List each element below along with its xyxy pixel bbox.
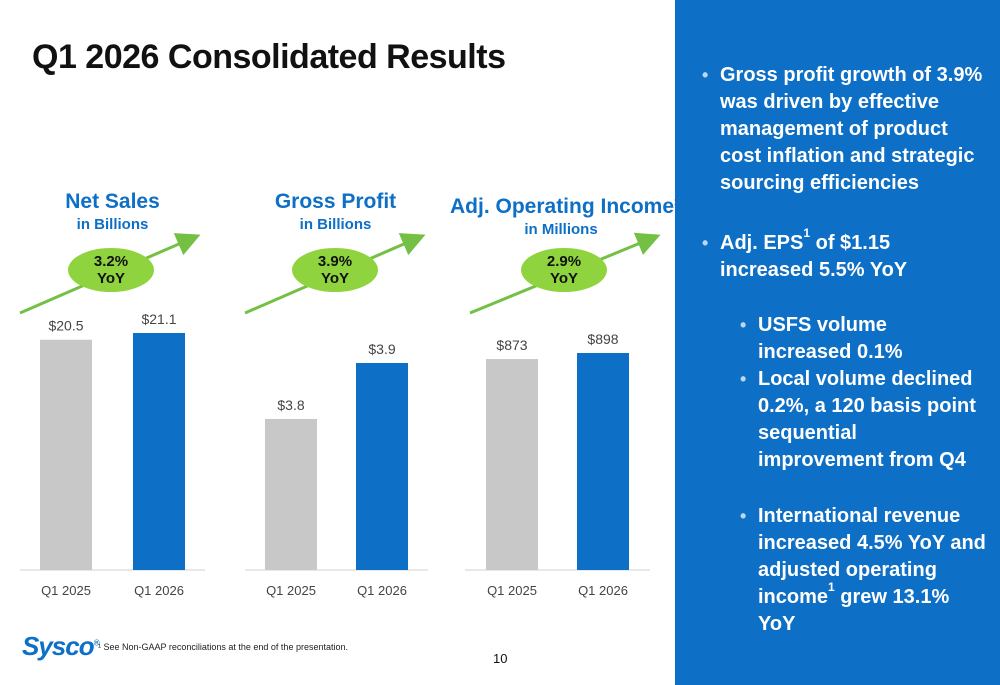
x-tick-label: Q1 2026	[134, 583, 184, 598]
bar-q1-2026	[356, 363, 408, 570]
page-number: 10	[493, 651, 508, 666]
bullet-gross-profit: • Gross profit growth of 3.9% was driven…	[702, 62, 985, 197]
bar-q1-2025	[40, 339, 92, 570]
yoy-value: 2.9%	[546, 253, 582, 270]
yoy-badge-adj-operating-income: 2.9% YoY	[521, 248, 607, 292]
highlights-panel: • Gross profit growth of 3.9% was driven…	[675, 0, 1000, 685]
data-label: $3.9	[368, 341, 395, 357]
yoy-value: 3.2%	[93, 253, 129, 270]
yoy-badge-gross-profit: 3.9% YoY	[292, 248, 378, 292]
page-title: Q1 2026 Consolidated Results	[32, 38, 506, 76]
data-label: $3.8	[277, 397, 304, 413]
bullet-text: International revenue increased 4.5% YoY…	[758, 505, 986, 608]
chart-subtitle: in Billions	[299, 216, 372, 233]
x-tick-label: Q1 2026	[578, 583, 628, 598]
bullet-text: USFS volume increased 0.1%	[758, 314, 903, 363]
data-label: $898	[587, 331, 618, 347]
data-label: $20.5	[48, 318, 83, 334]
charts-canvas: $20.5 Q1 2025 $21.1 Q1 2026 $3.8 Q1 2025 $3.9 Q…	[19, 232, 661, 598]
bullet-icon: •	[702, 233, 709, 253]
yoy-label: YoY	[96, 270, 126, 287]
x-tick-label: Q1 2025	[41, 583, 91, 598]
bullet-icon: •	[740, 369, 747, 389]
bullet-text: of $1.15 increased 5.5% YoY	[720, 232, 908, 281]
bar-q1-2025	[265, 418, 317, 570]
yoy-label: YoY	[549, 270, 579, 287]
bar-q1-2026	[577, 353, 629, 570]
bullet-text: grew 13.1% YoY	[758, 586, 950, 635]
yoy-value: 3.9%	[317, 253, 353, 270]
x-tick-label: Q1 2025	[266, 583, 316, 598]
sysco-logo: Sysco®	[22, 631, 99, 661]
bar-q1-2026	[133, 333, 185, 570]
chart-header-gross-profit: Gross Profit in Billions	[263, 189, 408, 235]
yoy-label: YoY	[320, 270, 350, 287]
bullet-adj-eps: • Adj. EPS1 of $1.15 increased 5.5% YoY	[702, 226, 985, 284]
footnote-ref: 1	[803, 226, 811, 240]
bullet-text: Local volume declined 0.2%, a 120 basis …	[758, 368, 976, 471]
chart-header-net-sales: Net Sales in Billions	[40, 189, 185, 235]
subbullet-international: • International revenue increased 4.5% Y…	[740, 503, 988, 638]
chart-header-adj-operating-income: Adj. Operating Income1 in Millions	[450, 189, 679, 240]
chart-title: Net Sales	[65, 190, 160, 213]
chart-subtitle: in Millions	[524, 221, 598, 238]
bullet-icon: •	[740, 506, 747, 526]
chart-title: Gross Profit	[274, 190, 397, 213]
chart-subtitle: in Billions	[76, 216, 149, 233]
bullet-icon: •	[740, 315, 747, 335]
yoy-badge-net-sales: 3.2% YoY	[68, 248, 154, 292]
subbullet-usfs: • USFS volume increased 0.1%	[740, 312, 978, 366]
data-label: $873	[496, 337, 527, 353]
bullet-text: Gross profit growth of 3.9% was driven b…	[720, 64, 983, 194]
bullet-text: Adj. EPS	[720, 232, 804, 254]
bullet-icon: •	[702, 65, 709, 85]
footnote-ref: 1	[828, 580, 835, 594]
subbullet-local: • Local volume declined 0.2%, a 120 basi…	[740, 366, 983, 474]
footnote: ¹ See Non-GAAP reconciliations at the en…	[98, 642, 348, 652]
x-tick-label: Q1 2026	[357, 583, 407, 598]
data-label: $21.1	[141, 311, 176, 327]
bar-q1-2025	[486, 359, 538, 570]
x-tick-label: Q1 2025	[487, 583, 537, 598]
